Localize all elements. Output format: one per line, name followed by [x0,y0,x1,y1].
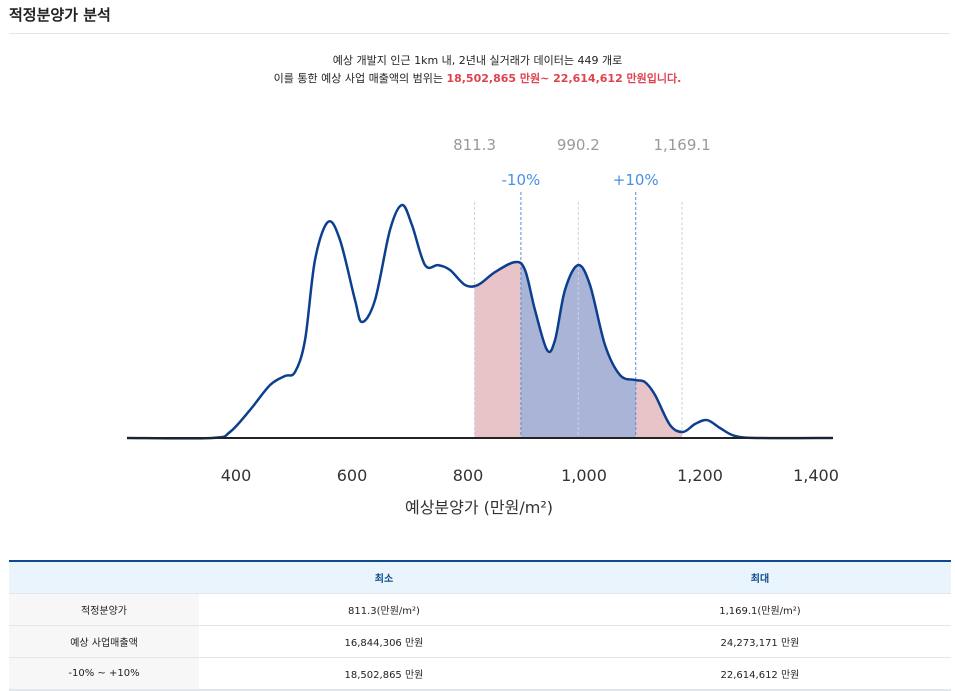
marker-label: -10% [502,171,541,189]
x-tick-label: 400 [221,466,252,485]
cell-max: 1,169.1(만원/m²) [568,593,951,626]
cell-min: 16,844,306 만원 [199,625,569,658]
summary-range: 18,502,865 만원~ 22,614,612 만원입니다. [446,72,682,85]
row-label: 적정분양가 [9,593,199,626]
summary-line-2: 이를 통한 예상 사업 매출액의 범위는 18,502,865 만원~ 22,6… [0,70,955,86]
price-distribution-chart: 811.3 -10% 990.2 +10% 1,169.1 400 600 800 1,000 1… [126,136,839,517]
range-pct-area [520,263,636,438]
table-row: 예상 사업매출액 16,844,306 만원 24,273,171 만원 [9,625,951,658]
x-tick-label: 800 [453,466,484,485]
marker-label: 811.3 [453,136,496,154]
marker-label: +10% [613,171,659,189]
density-line [126,203,833,440]
cell-min: 18,502,865 만원 [199,657,569,691]
table-header: 최소 최대 [9,561,951,594]
x-tick-label: 1,000 [561,466,607,485]
cell-min: 811.3(만원/m²) [199,593,569,626]
row-label: -10% ~ +10% [9,657,199,691]
range-full-area [474,261,683,438]
page-title: 적정분양가 분석 [9,6,111,24]
table-row: 적정분양가 811.3(만원/m²) 1,169.1(만원/m²) [9,593,951,626]
x-tick-label: 1,200 [677,466,723,485]
marker-label: 1,169.1 [653,136,710,154]
cell-max: 24,273,171 만원 [568,625,951,658]
x-tick-label: 600 [337,466,368,485]
divider [9,33,950,34]
summary-prefix: 이를 통한 예상 사업 매출액의 범위는 [273,72,447,85]
summary-line-1: 예상 개발지 인근 1km 내, 2년내 실거래가 데이터는 449 개로 [332,54,623,67]
row-label: 예상 사업매출액 [9,625,199,658]
x-axis-label: 예상분양가 (만원/m²) [405,498,553,517]
header-empty [9,561,199,594]
x-tick-label: 1,400 [793,466,839,485]
header-min: 최소 [199,561,569,594]
marker-label: 990.2 [557,136,600,154]
summary-table: 최소 최대 적정분양가 811.3(만원/m²) 1,169.1(만원/m²) 예상… [9,560,951,691]
cell-max: 22,614,612 만원 [568,657,951,691]
table-row: -10% ~ +10% 18,502,865 만원 22,614,612 만원 [9,657,951,691]
header-max: 최대 [568,561,951,594]
